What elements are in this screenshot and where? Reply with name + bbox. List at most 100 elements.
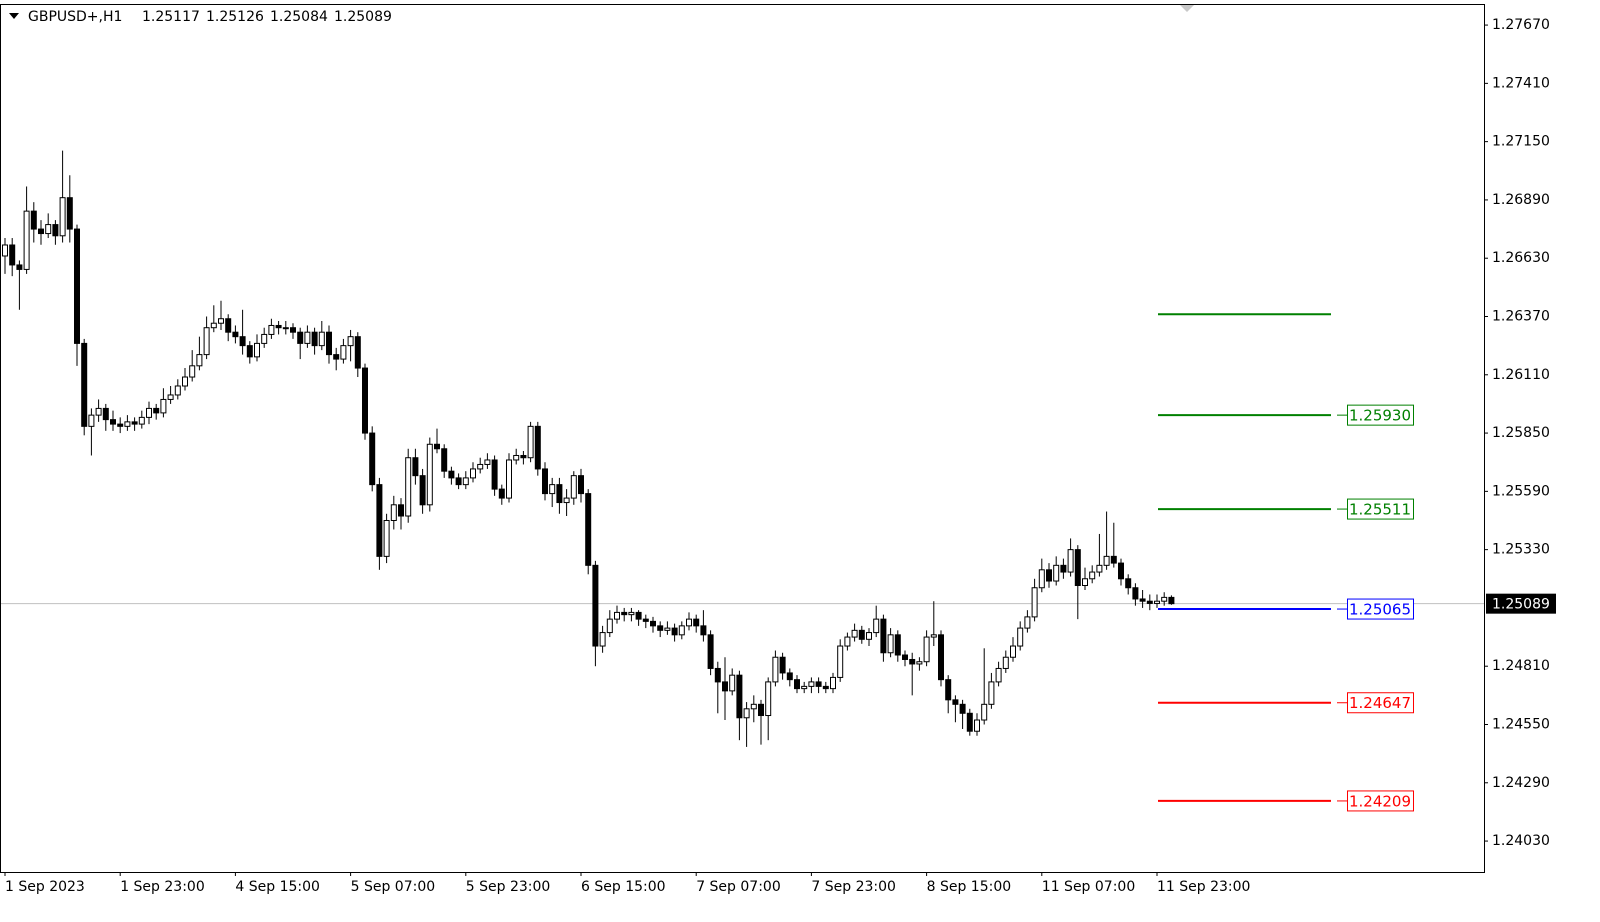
candle-body xyxy=(1074,549,1081,587)
candle-body xyxy=(16,264,23,270)
candle-body xyxy=(570,475,577,499)
candle-body xyxy=(765,681,772,717)
candle-body xyxy=(966,712,973,732)
candle-body xyxy=(95,407,102,416)
candle-body xyxy=(758,703,764,717)
candle-body xyxy=(750,703,757,710)
candle-body xyxy=(707,634,714,669)
y-tick-label: 1.25330 xyxy=(1492,542,1550,558)
candle-body xyxy=(599,632,606,647)
candle-body xyxy=(887,634,894,654)
candle-body xyxy=(441,448,448,472)
candle-body xyxy=(1017,627,1024,647)
candle-body xyxy=(873,618,880,634)
x-tick-label: 11 Sep 23:00 xyxy=(1157,879,1250,895)
candle-body xyxy=(477,463,484,470)
candle-body xyxy=(858,629,865,640)
current-price-label: 1.25089 xyxy=(1492,597,1550,613)
candle-body xyxy=(405,457,412,517)
candle-body xyxy=(9,244,16,266)
header-close: 1.25089 xyxy=(334,9,392,25)
candle-body xyxy=(1046,569,1052,582)
candle-body xyxy=(203,327,210,356)
candle-body xyxy=(938,634,944,681)
candle-body xyxy=(153,407,160,414)
level-label-box xyxy=(1347,498,1414,520)
candle-body xyxy=(556,484,563,504)
menu-arrow[interactable] xyxy=(9,13,19,19)
header-open: 1.25117 xyxy=(142,9,200,25)
candle-body xyxy=(786,672,793,681)
candle-body xyxy=(563,497,570,504)
candle-body xyxy=(484,459,491,465)
candle-body xyxy=(1146,600,1153,604)
candle-body xyxy=(837,645,844,678)
candle-body xyxy=(347,336,354,347)
candle-body xyxy=(261,333,268,344)
candle-body xyxy=(1089,571,1096,580)
candle-body xyxy=(671,627,678,636)
candle-body xyxy=(81,342,88,427)
y-tick-label: 1.24810 xyxy=(1492,658,1550,674)
candle-body xyxy=(52,224,59,237)
candle-body xyxy=(1161,596,1168,602)
candle-body xyxy=(621,611,628,616)
candle-body xyxy=(412,457,419,477)
candle-body xyxy=(657,625,664,631)
candle-body xyxy=(362,367,368,434)
candle-body xyxy=(88,414,95,427)
candle-body xyxy=(297,331,304,344)
candle-body xyxy=(225,318,232,333)
header-low: 1.25084 xyxy=(270,9,328,25)
candle-body xyxy=(693,618,700,627)
candle-body xyxy=(167,394,174,400)
candle-body xyxy=(1168,596,1175,605)
candle-body xyxy=(830,676,836,690)
candle-body xyxy=(59,197,66,237)
x-tick-label: 1 Sep 2023 xyxy=(5,879,85,895)
x-tick-label: 1 Sep 23:00 xyxy=(120,879,205,895)
candle-body xyxy=(650,620,656,627)
candle-body xyxy=(549,484,556,495)
candle-body xyxy=(578,475,584,495)
candle-body xyxy=(952,699,959,705)
shift-marker xyxy=(1180,5,1194,12)
candle-body xyxy=(1038,569,1045,589)
candle-body xyxy=(1096,564,1103,573)
candle-body xyxy=(383,519,390,557)
candle-body xyxy=(1024,616,1031,629)
candle-body xyxy=(448,470,455,479)
candle-body xyxy=(844,636,851,647)
candle-body xyxy=(930,634,937,638)
candle-body xyxy=(902,654,908,660)
y-tick-label: 1.27670 xyxy=(1492,17,1550,33)
candle-body xyxy=(470,468,476,479)
candle-body xyxy=(642,618,649,622)
candle-body xyxy=(1125,578,1132,589)
candle-body xyxy=(66,197,73,230)
x-tick-label: 5 Sep 07:00 xyxy=(351,879,436,895)
candle-body xyxy=(138,416,145,425)
candle-body xyxy=(772,656,779,683)
level-label-box xyxy=(1347,692,1414,714)
candle-body xyxy=(542,468,548,495)
y-tick-label: 1.24030 xyxy=(1492,833,1550,849)
y-tick-label: 1.26370 xyxy=(1492,308,1550,324)
candle-body xyxy=(275,324,282,329)
candle-body xyxy=(390,504,397,521)
candle-body xyxy=(794,679,800,690)
level-label-box xyxy=(1347,404,1414,426)
candle-body xyxy=(268,324,275,335)
header-high: 1.25126 xyxy=(206,9,264,25)
y-tick-label: 1.25850 xyxy=(1492,425,1550,441)
x-tick-label: 4 Sep 15:00 xyxy=(235,879,320,895)
level-label: 1.24209 xyxy=(1349,792,1411,810)
candle-body xyxy=(909,658,916,665)
candle-body xyxy=(779,656,786,674)
x-tick-label: 6 Sep 15:00 xyxy=(581,879,666,895)
candle-body xyxy=(1031,587,1038,618)
candle-body xyxy=(585,493,592,566)
candle-body xyxy=(923,636,930,663)
candle-body xyxy=(246,345,253,358)
candle-body xyxy=(1082,578,1088,587)
